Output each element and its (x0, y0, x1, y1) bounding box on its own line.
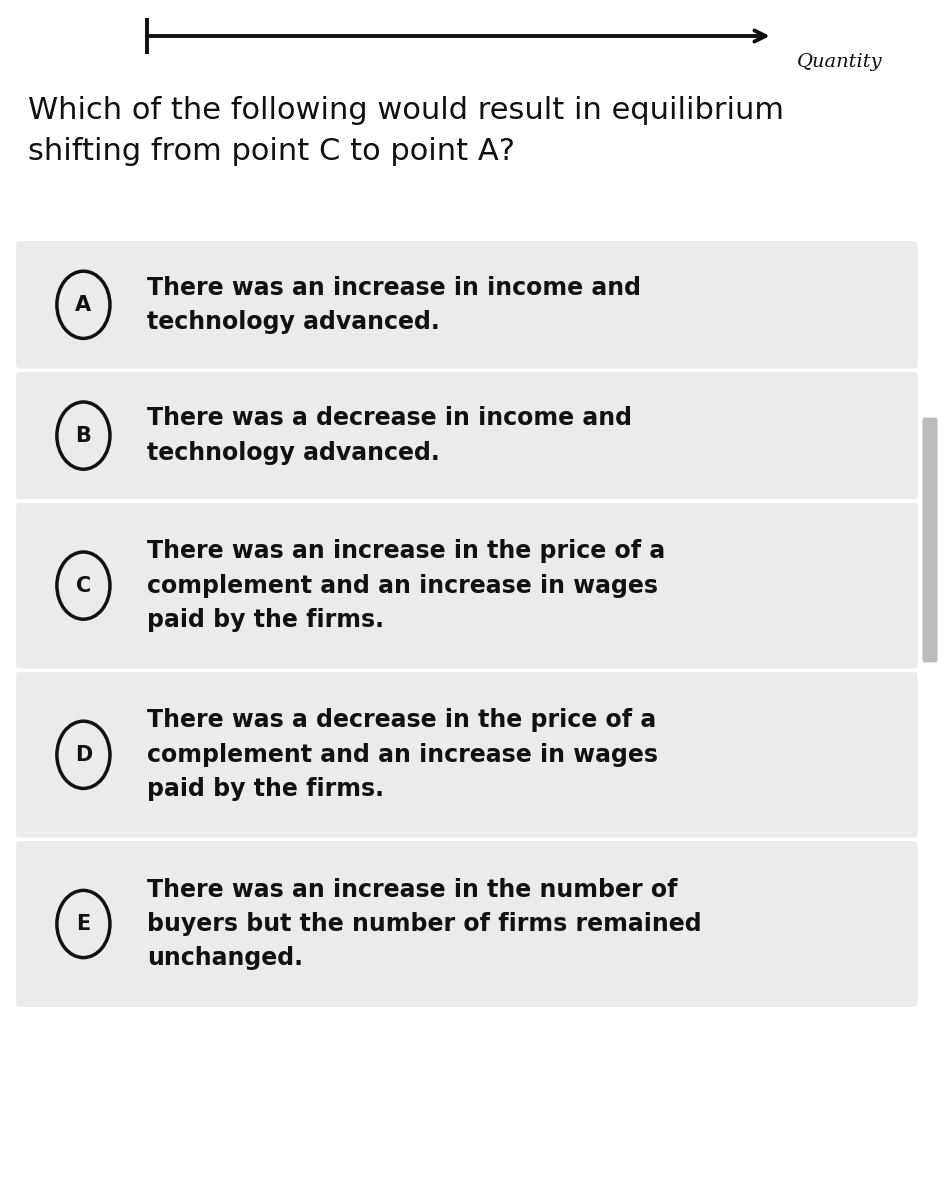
FancyBboxPatch shape (16, 672, 918, 838)
Text: There was a decrease in the price of a
complement and an increase in wages
paid : There was a decrease in the price of a c… (147, 708, 658, 802)
Text: Which of the following would result in equilibrium
shifting from point C to poin: Which of the following would result in e… (28, 96, 784, 166)
Text: Quantity: Quantity (796, 53, 882, 72)
FancyBboxPatch shape (922, 418, 938, 662)
Text: A: A (75, 295, 92, 314)
FancyBboxPatch shape (16, 841, 918, 1007)
Text: There was an increase in the number of
buyers but the number of firms remained
u: There was an increase in the number of b… (147, 877, 702, 971)
Text: There was an increase in the price of a
complement and an increase in wages
paid: There was an increase in the price of a … (147, 539, 665, 632)
Text: There was a decrease in income and
technology advanced.: There was a decrease in income and techn… (147, 407, 632, 464)
Text: B: B (76, 426, 91, 445)
FancyBboxPatch shape (16, 503, 918, 668)
Text: D: D (75, 745, 92, 764)
Text: There was an increase in income and
technology advanced.: There was an increase in income and tech… (147, 276, 641, 334)
Text: C: C (76, 576, 91, 595)
FancyBboxPatch shape (16, 241, 918, 368)
FancyBboxPatch shape (16, 372, 918, 499)
Text: E: E (76, 914, 91, 934)
